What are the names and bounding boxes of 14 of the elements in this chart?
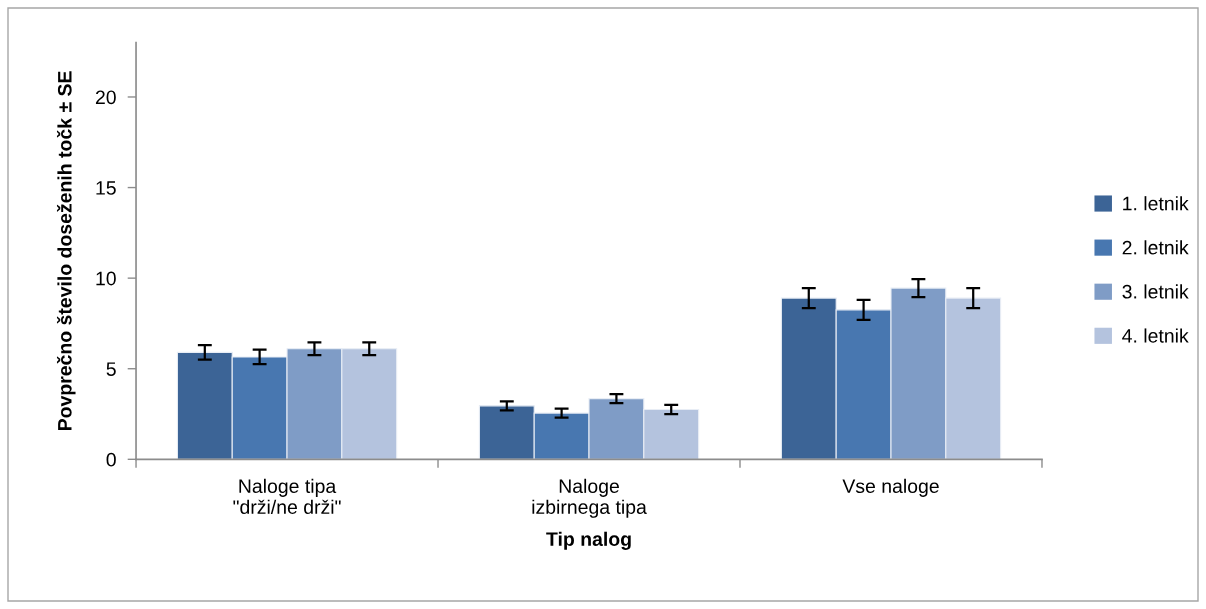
x-tick-label: Vse naloge (842, 478, 939, 497)
legend-label: 3. letnik (1122, 284, 1189, 299)
legend-label: 1. letnik (1123, 196, 1189, 211)
y-tick-label: 15 (96, 181, 116, 195)
y-tick-label: 20 (95, 90, 116, 105)
x-tick-label: Naloge izbirnega tipa (532, 478, 647, 518)
x-tick-label: Naloge tipa "drži/ne drži" (233, 478, 341, 514)
y-tick-label: 0 (106, 452, 116, 467)
y-axis-title: Povprečno število doseženih točk ± SE (56, 71, 76, 431)
legend-label: 2. letnik (1122, 240, 1189, 255)
y-tick-label: 10 (96, 271, 116, 286)
legend-label: 4. letnik (1122, 328, 1189, 343)
y-tick-label: 5 (106, 362, 116, 376)
x-axis-title: Tip nalog (546, 531, 631, 550)
